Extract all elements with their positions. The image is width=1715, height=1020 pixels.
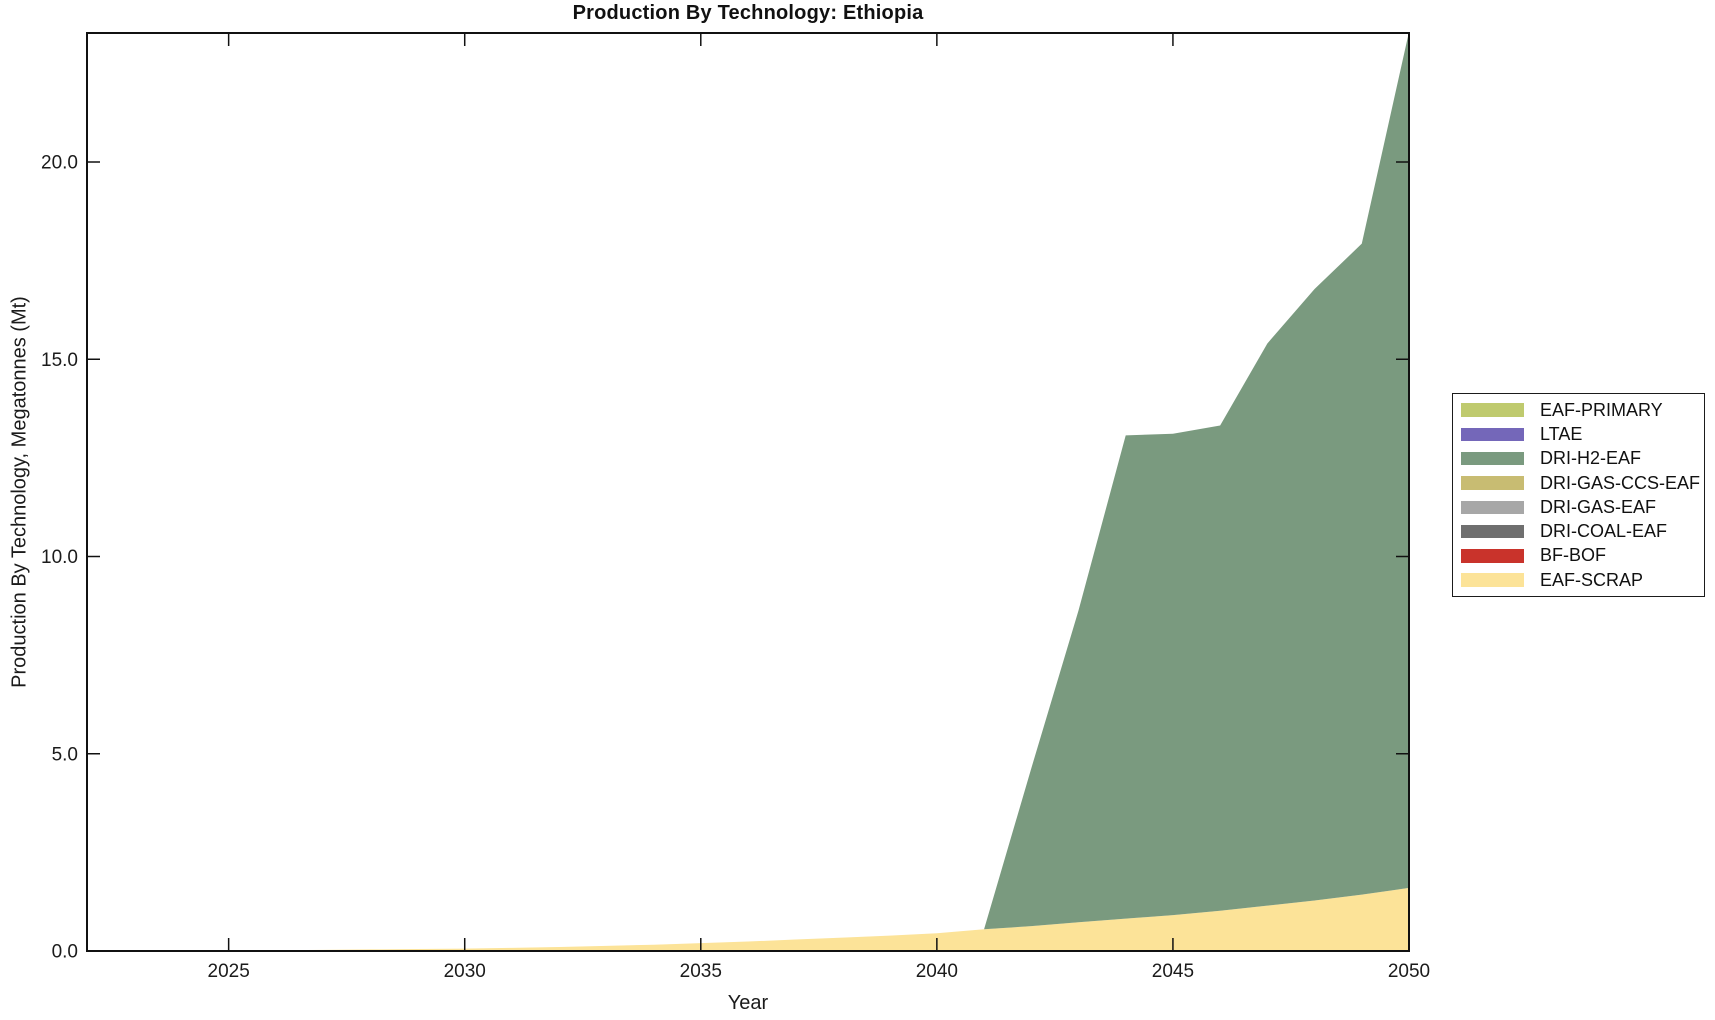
stacked-areas <box>87 33 1409 951</box>
area-eaf-scrap <box>87 887 1409 951</box>
x-tick-label: 2040 <box>916 961 958 982</box>
legend-item-dri-coal-eaf: DRI-COAL-EAF <box>1461 519 1704 543</box>
legend-item-eaf-primary: EAF-PRIMARY <box>1461 398 1704 422</box>
y-tick-label: 20.0 <box>41 153 78 174</box>
y-tick-label: 0.0 <box>52 942 78 963</box>
legend-item-bf-bof: BF-BOF <box>1461 544 1704 568</box>
legend-label: DRI-COAL-EAF <box>1540 521 1668 542</box>
x-tick-label: 2030 <box>444 961 486 982</box>
legend: EAF-PRIMARY LTAE DRI-H2-EAF DRI-GAS-CCS-EAF… <box>1452 393 1705 598</box>
legend-label: EAF-PRIMARY <box>1540 399 1663 420</box>
area-dri-h2-eaf <box>87 33 1409 951</box>
x-tick-label: 2050 <box>1388 961 1430 982</box>
x-tick-label: 2025 <box>208 961 250 982</box>
tick-labels: 2025 2030 2035 2040 2045 2050 0.0 5.0 10.0 15.0 20… <box>41 153 1430 982</box>
x-tick-label: 2045 <box>1152 961 1194 982</box>
legend-swatch-dri-coal-eaf <box>1461 524 1524 539</box>
axes-box <box>86 32 1410 952</box>
legend-swatch-eaf-scrap <box>1461 573 1524 587</box>
legend-swatch-bf-bof <box>1461 549 1524 563</box>
legend-item-ltae: LTAE <box>1461 422 1704 446</box>
x-axis-label: Year <box>727 992 769 1014</box>
legend-label: DRI-GAS-EAF <box>1540 496 1657 517</box>
x-tick-label: 2035 <box>680 961 722 982</box>
y-tick-label: 15.0 <box>41 350 78 371</box>
chart-title: Production By Technology: Ethiopia <box>572 2 924 24</box>
y-axis-label: Production By Technology, Megatonnes (Mt… <box>8 296 31 688</box>
legend-item-dri-gas-eaf: DRI-GAS-EAF <box>1461 495 1704 519</box>
legend-swatch-dri-gas-eaf <box>1461 500 1524 515</box>
legend-label: DRI-GAS-CCS-EAF <box>1540 472 1701 493</box>
y-tick-label: 10.0 <box>41 547 78 568</box>
legend-item-dri-gas-ccs-eaf: DRI-GAS-CCS-EAF <box>1461 471 1704 495</box>
legend-label: DRI-H2-EAF <box>1540 448 1642 469</box>
legend-swatch-dri-gas-ccs-eaf <box>1461 476 1524 490</box>
legend-label: EAF-SCRAP <box>1540 569 1644 590</box>
legend-swatch-dri-h2-eaf <box>1461 451 1524 466</box>
legend-item-eaf-scrap: EAF-SCRAP <box>1461 568 1704 592</box>
legend-item-dri-h2-eaf: DRI-H2-EAF <box>1461 447 1704 471</box>
legend-label: LTAE <box>1540 423 1583 444</box>
legend-label: BF-BOF <box>1540 545 1606 566</box>
legend-swatch-eaf-primary <box>1461 403 1524 417</box>
legend-swatch-ltae <box>1461 427 1524 442</box>
y-tick-label: 5.0 <box>52 744 78 765</box>
